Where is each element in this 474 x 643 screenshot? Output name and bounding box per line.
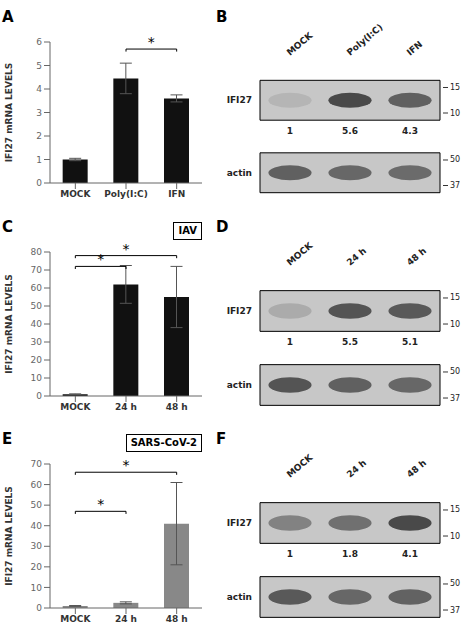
svg-text:48 h: 48 h	[405, 246, 428, 268]
svg-text:*: *	[123, 457, 130, 473]
svg-text:5.1: 5.1	[402, 337, 418, 347]
svg-text:40: 40	[31, 319, 43, 329]
svg-text:MOCK: MOCK	[285, 30, 315, 58]
svg-text:10: 10	[450, 320, 460, 329]
svg-text:24 h: 24 h	[345, 458, 368, 480]
svg-text:4.3: 4.3	[402, 126, 418, 136]
svg-text:IFN: IFN	[405, 39, 424, 58]
svg-text:MOCK: MOCK	[60, 402, 91, 412]
svg-text:4: 4	[36, 84, 42, 94]
svg-text:MOCK: MOCK	[285, 452, 315, 480]
svg-text:10: 10	[31, 373, 43, 383]
svg-text:1.8: 1.8	[342, 549, 358, 559]
svg-text:70: 70	[31, 459, 43, 469]
svg-text:50: 50	[450, 155, 460, 164]
html-text:E: E	[2, 430, 13, 448]
svg-text:50: 50	[31, 301, 43, 311]
svg-text:80: 80	[31, 247, 43, 257]
svg-text:50: 50	[31, 500, 43, 510]
svg-text:24 h: 24 h	[345, 246, 368, 268]
svg-text:1: 1	[287, 337, 293, 347]
html-text:B: B	[216, 8, 228, 26]
svg-text:24 h: 24 h	[115, 614, 137, 624]
svg-text:Poly(I:C): Poly(I:C)	[104, 189, 148, 199]
svg-text:5.6: 5.6	[342, 126, 358, 136]
svg-text:50: 50	[450, 367, 460, 376]
svg-text:*: *	[97, 496, 104, 512]
svg-text:10: 10	[450, 532, 460, 541]
svg-text:48 h: 48 h	[166, 402, 188, 412]
svg-text:0: 0	[36, 391, 42, 401]
html-text:C: C	[2, 218, 13, 236]
svg-text:0: 0	[36, 178, 42, 188]
svg-text:4.1: 4.1	[402, 549, 418, 559]
svg-text:24 h: 24 h	[115, 402, 137, 412]
svg-text:5: 5	[36, 61, 42, 71]
svg-text:MOCK: MOCK	[60, 614, 91, 624]
svg-text:37: 37	[450, 181, 460, 190]
svg-text:70: 70	[31, 265, 43, 275]
svg-text:20: 20	[31, 355, 43, 365]
svg-text:48 h: 48 h	[166, 614, 188, 624]
svg-text:actin: actin	[227, 592, 252, 602]
svg-text:15: 15	[450, 83, 460, 92]
svg-text:actin: actin	[227, 380, 252, 390]
svg-text:Poly(I:C): Poly(I:C)	[345, 22, 385, 58]
svg-text:10: 10	[31, 583, 43, 593]
svg-text:MOCK: MOCK	[285, 240, 315, 268]
svg-text:*: *	[123, 241, 130, 257]
svg-text:37: 37	[450, 394, 460, 403]
svg-text:1: 1	[287, 126, 293, 136]
svg-text:1: 1	[287, 549, 293, 559]
svg-text:30: 30	[31, 541, 43, 551]
svg-text:*: *	[97, 251, 104, 267]
svg-text:IFI27 mRNA LEVELS: IFI27 mRNA LEVELS	[8, 486, 14, 586]
html-text:IAV: IAV	[178, 225, 197, 236]
svg-text:IFI27 mRNA LEVELS: IFI27 mRNA LEVELS	[8, 63, 14, 163]
html-text:SARS-CoV-2: SARS-CoV-2	[130, 437, 197, 448]
svg-text:*: *	[148, 34, 155, 50]
html-text:D: D	[216, 218, 229, 236]
svg-text:15: 15	[450, 505, 460, 514]
svg-text:IFI27: IFI27	[227, 95, 252, 105]
svg-text:MOCK: MOCK	[60, 189, 91, 199]
svg-text:15: 15	[450, 293, 460, 302]
svg-text:actin: actin	[227, 168, 252, 178]
svg-text:37: 37	[450, 606, 460, 615]
svg-text:40: 40	[31, 521, 43, 531]
svg-text:IFN: IFN	[168, 189, 185, 199]
svg-text:IFI27: IFI27	[227, 306, 252, 316]
svg-text:60: 60	[31, 283, 43, 293]
svg-text:IFI27 mRNA LEVELS: IFI27 mRNA LEVELS	[8, 274, 14, 374]
svg-text:6: 6	[36, 37, 42, 47]
svg-text:48 h: 48 h	[405, 458, 428, 480]
html-text:F: F	[216, 430, 227, 448]
svg-text:5.5: 5.5	[342, 337, 358, 347]
svg-text:30: 30	[31, 337, 43, 347]
svg-text:1: 1	[36, 155, 42, 165]
svg-text:0: 0	[36, 603, 42, 613]
svg-text:50: 50	[450, 579, 460, 588]
svg-text:2: 2	[36, 131, 42, 141]
svg-text:IFI27: IFI27	[227, 518, 252, 528]
svg-text:10: 10	[450, 109, 460, 118]
html-text:A: A	[2, 8, 14, 26]
svg-text:20: 20	[31, 562, 43, 572]
svg-text:60: 60	[31, 480, 43, 490]
svg-text:3: 3	[36, 108, 42, 118]
